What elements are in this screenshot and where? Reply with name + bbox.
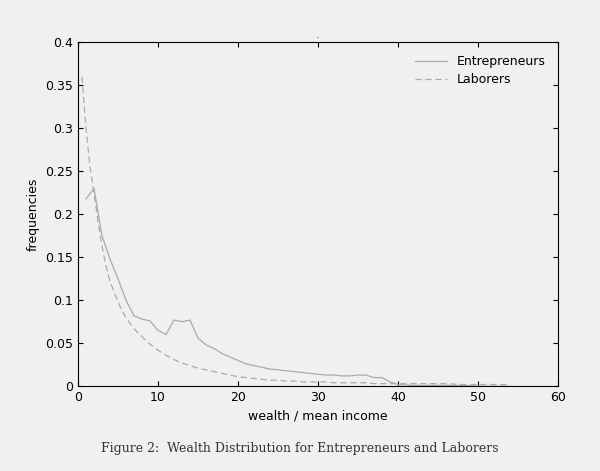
Laborers	[79, 74, 86, 80]
Line: Entrepreneurs: Entrepreneurs	[86, 188, 510, 386]
Entrepreneurs	[338, 373, 346, 379]
Entrepreneurs	[122, 298, 130, 303]
Entrepreneurs	[235, 357, 242, 363]
Laborers	[86, 164, 94, 170]
Entrepreneurs	[298, 370, 305, 375]
Laborers	[194, 365, 202, 371]
Laborers	[506, 382, 514, 387]
Entrepreneurs	[259, 365, 266, 370]
Entrepreneurs	[154, 327, 161, 333]
Entrepreneurs	[346, 373, 353, 379]
Legend: Entrepreneurs, Laborers: Entrepreneurs, Laborers	[409, 49, 552, 92]
Entrepreneurs	[178, 319, 185, 325]
Entrepreneurs	[331, 372, 338, 378]
Entrepreneurs	[458, 382, 466, 388]
Entrepreneurs	[226, 354, 233, 360]
Y-axis label: frequencies: frequencies	[26, 178, 40, 251]
Entrepreneurs	[266, 366, 274, 372]
Entrepreneurs	[242, 361, 250, 367]
Entrepreneurs	[386, 379, 394, 385]
Entrepreneurs	[250, 363, 257, 368]
Entrepreneurs	[211, 346, 218, 351]
Title: .: .	[316, 30, 320, 40]
Entrepreneurs	[82, 196, 89, 202]
Entrepreneurs	[490, 383, 497, 389]
Line: Laborers: Laborers	[82, 77, 510, 384]
X-axis label: wealth / mean income: wealth / mean income	[248, 410, 388, 422]
Entrepreneurs	[394, 382, 401, 387]
Entrepreneurs	[506, 383, 514, 389]
Laborers	[91, 190, 98, 195]
Laborers	[307, 379, 314, 385]
Entrepreneurs	[115, 276, 122, 282]
Entrepreneurs	[187, 317, 194, 323]
Entrepreneurs	[139, 317, 146, 322]
Entrepreneurs	[475, 383, 482, 389]
Entrepreneurs	[274, 367, 281, 373]
Entrepreneurs	[170, 317, 178, 323]
Laborers	[458, 382, 466, 387]
Laborers	[314, 379, 322, 385]
Entrepreneurs	[427, 382, 434, 388]
Entrepreneurs	[370, 375, 377, 381]
Entrepreneurs	[91, 186, 98, 191]
Entrepreneurs	[194, 335, 202, 341]
Entrepreneurs	[410, 382, 418, 388]
Laborers	[139, 333, 146, 339]
Entrepreneurs	[163, 332, 170, 338]
Entrepreneurs	[314, 371, 322, 377]
Entrepreneurs	[442, 382, 449, 388]
Entrepreneurs	[362, 372, 370, 378]
Entrepreneurs	[322, 372, 329, 378]
Entrepreneurs	[283, 368, 290, 374]
Entrepreneurs	[106, 256, 113, 262]
Entrepreneurs	[218, 351, 226, 357]
Entrepreneurs	[307, 371, 314, 376]
Text: Figure 2:  Wealth Distribution for Entrepreneurs and Laborers: Figure 2: Wealth Distribution for Entrep…	[101, 442, 499, 455]
Entrepreneurs	[98, 233, 106, 239]
Entrepreneurs	[130, 313, 137, 318]
Entrepreneurs	[202, 342, 209, 348]
Entrepreneurs	[379, 375, 386, 381]
Entrepreneurs	[146, 318, 154, 324]
Entrepreneurs	[355, 372, 362, 378]
Entrepreneurs	[290, 369, 298, 374]
